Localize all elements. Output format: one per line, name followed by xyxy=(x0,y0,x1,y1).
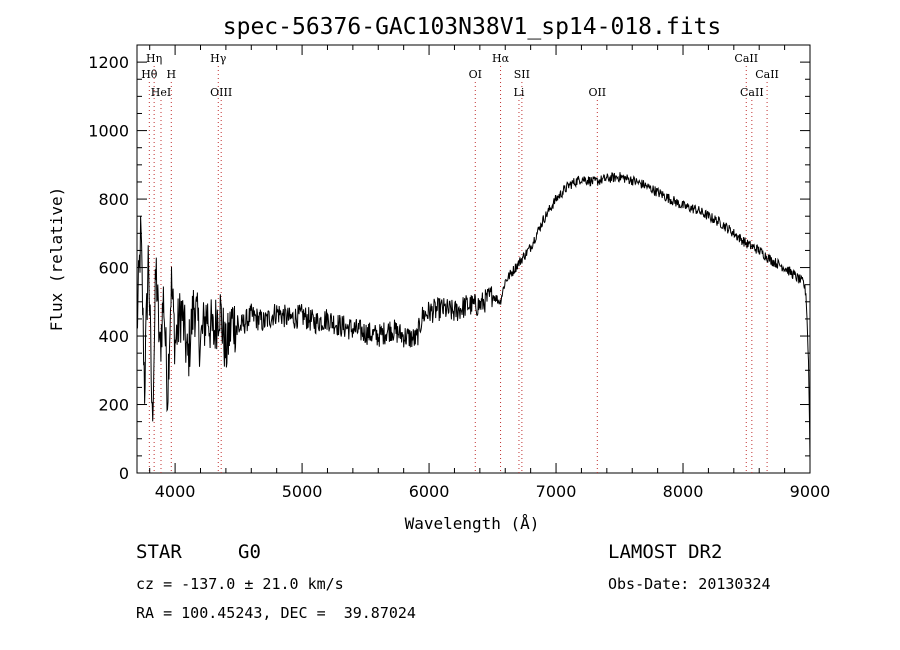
y-tick-label: 0 xyxy=(119,464,129,483)
survey-name: LAMOST DR2 xyxy=(608,541,723,563)
y-tick-label: 1000 xyxy=(88,122,129,141)
line-marker-label: CaII xyxy=(740,86,764,99)
line-marker-label: SII xyxy=(514,68,530,81)
x-tick-label: 7000 xyxy=(536,482,577,501)
y-tick-label: 800 xyxy=(98,190,129,209)
object-subclass: G0 xyxy=(238,541,261,563)
line-marker-label: CaII xyxy=(734,52,758,65)
y-tick-label: 600 xyxy=(98,259,129,278)
x-tick-label: 5000 xyxy=(282,482,323,501)
line-marker-label: OIII xyxy=(210,86,232,99)
observation-date: Obs-Date: 20130324 xyxy=(608,575,771,593)
x-tick-label: 4000 xyxy=(155,482,196,501)
coordinates: RA = 100.45243, DEC = 39.87024 xyxy=(136,604,416,622)
line-marker-label: CaII xyxy=(755,68,779,81)
line-marker-label: Hγ xyxy=(210,52,227,65)
x-axis-label: Wavelength (Å) xyxy=(405,514,540,533)
y-tick-label: 400 xyxy=(98,327,129,346)
y-axis-label: Flux (relative) xyxy=(47,187,66,332)
line-marker-label: Hθ xyxy=(141,68,158,81)
chart-title: spec-56376-GAC103N38V1_sp14-018.fits xyxy=(223,14,722,40)
y-tick-label: 1200 xyxy=(88,53,129,72)
line-marker-label: Li xyxy=(514,86,525,99)
x-tick-label: 6000 xyxy=(409,482,450,501)
line-marker-label: HeI xyxy=(151,86,171,99)
spectrum-series-line xyxy=(136,172,811,462)
y-tick-label: 200 xyxy=(98,396,129,415)
redshift-value: cz = -137.0 ± 21.0 km/s xyxy=(136,575,344,593)
axis-ticks: 4000 5000 6000 7000 8000 9000 0 200 400 600 800 100… xyxy=(88,44,831,501)
line-marker-label: OII xyxy=(588,86,606,99)
line-marker-label: Hη xyxy=(146,52,162,65)
emission-line-markers: Hη Hθ H HeI Hγ OIII OI Hα SII Li OII CaII CaII CaII xyxy=(141,52,779,473)
line-marker-label: H xyxy=(166,68,176,81)
x-tick-label: 8000 xyxy=(663,482,704,501)
object-class: STAR xyxy=(136,541,182,563)
line-marker-label: Hα xyxy=(492,52,510,65)
plot-frame xyxy=(136,44,811,474)
x-tick-label: 9000 xyxy=(790,482,831,501)
line-marker-label: OI xyxy=(469,68,482,81)
